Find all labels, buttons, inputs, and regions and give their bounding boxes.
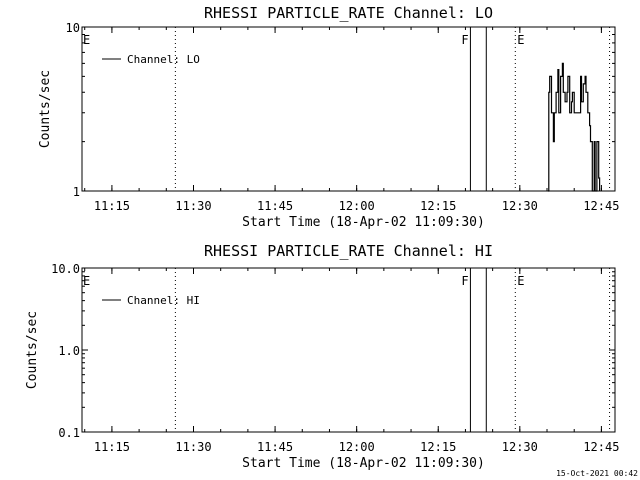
y-axis-label: Counts/sec [38,70,53,148]
y-tick-label: 10 [66,21,80,35]
x-tick-label: 12:15 [420,440,456,454]
y-tick-label: 10.0 [51,262,80,276]
chart-title: RHESSI PARTICLE_RATE Channel: HI [204,242,493,260]
footer-timestamp: 15-Oct-2021 00:42 [556,469,638,478]
x-tick-label: 12:15 [420,199,456,213]
x-tick-label: 11:30 [175,440,211,454]
x-tick-label: 11:45 [257,199,293,213]
y-tick-label: 0.1 [58,426,80,440]
x-tick-label: 11:45 [257,440,293,454]
flag-label: E [83,274,90,288]
y-axis-label: Counts/sec [25,311,40,389]
legend-label: Channel: LO [127,53,200,66]
x-tick-label: 11:15 [94,440,130,454]
x-tick-label: 12:30 [502,440,538,454]
x-tick-label: 11:30 [175,199,211,213]
plot-frame [81,26,616,192]
flag-label: E [517,33,524,47]
x-tick-label: 11:15 [94,199,130,213]
plot-frame [81,267,616,433]
x-axis-label: Start Time (18-Apr-02 11:09:30) [242,456,485,471]
x-tick-label: 12:30 [502,199,538,213]
panel-hi: RHESSI PARTICLE_RATE Channel: HI 11:15 11:… [25,242,619,471]
y-tick-label: 1 [73,185,80,199]
x-axis-label: Start Time (18-Apr-02 11:09:30) [242,215,485,230]
x-tick-label: 12:00 [339,199,375,213]
panel-lo: RHESSI PARTICLE_RATE Channel: LO 11:15 11:… [38,4,619,230]
flag-label: E [83,33,90,47]
flag-label: F [461,274,468,288]
flag-label: E [517,274,524,288]
x-tick-label: 12:45 [583,440,619,454]
chart-title: RHESSI PARTICLE_RATE Channel: LO [204,4,493,22]
flag-label: F [461,33,468,47]
legend-label: Channel: HI [127,294,200,307]
y-tick-label: 1.0 [58,344,80,358]
series-line [547,62,601,192]
x-tick-label: 12:45 [583,199,619,213]
x-tick-label: 12:00 [339,440,375,454]
